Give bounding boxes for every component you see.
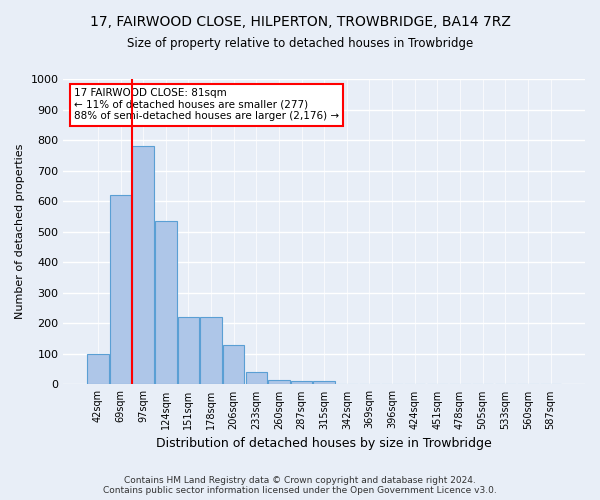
Bar	[155, 221, 176, 384]
Bar	[223, 344, 244, 385]
Bar	[245, 372, 267, 384]
Text: 17, FAIRWOOD CLOSE, HILPERTON, TROWBRIDGE, BA14 7RZ: 17, FAIRWOOD CLOSE, HILPERTON, TROWBRIDG…	[89, 15, 511, 29]
Bar	[87, 354, 109, 384]
Text: Contains HM Land Registry data © Crown copyright and database right 2024.
Contai: Contains HM Land Registry data © Crown c…	[103, 476, 497, 495]
Y-axis label: Number of detached properties: Number of detached properties	[15, 144, 25, 320]
Bar	[178, 317, 199, 384]
Text: Size of property relative to detached houses in Trowbridge: Size of property relative to detached ho…	[127, 38, 473, 51]
Bar	[200, 317, 222, 384]
Text: 17 FAIRWOOD CLOSE: 81sqm
← 11% of detached houses are smaller (277)
88% of semi-: 17 FAIRWOOD CLOSE: 81sqm ← 11% of detach…	[74, 88, 339, 122]
Bar	[133, 146, 154, 384]
Bar	[268, 380, 290, 384]
Bar	[110, 195, 131, 384]
X-axis label: Distribution of detached houses by size in Trowbridge: Distribution of detached houses by size …	[157, 437, 492, 450]
Bar	[291, 382, 313, 384]
Bar	[313, 382, 335, 384]
